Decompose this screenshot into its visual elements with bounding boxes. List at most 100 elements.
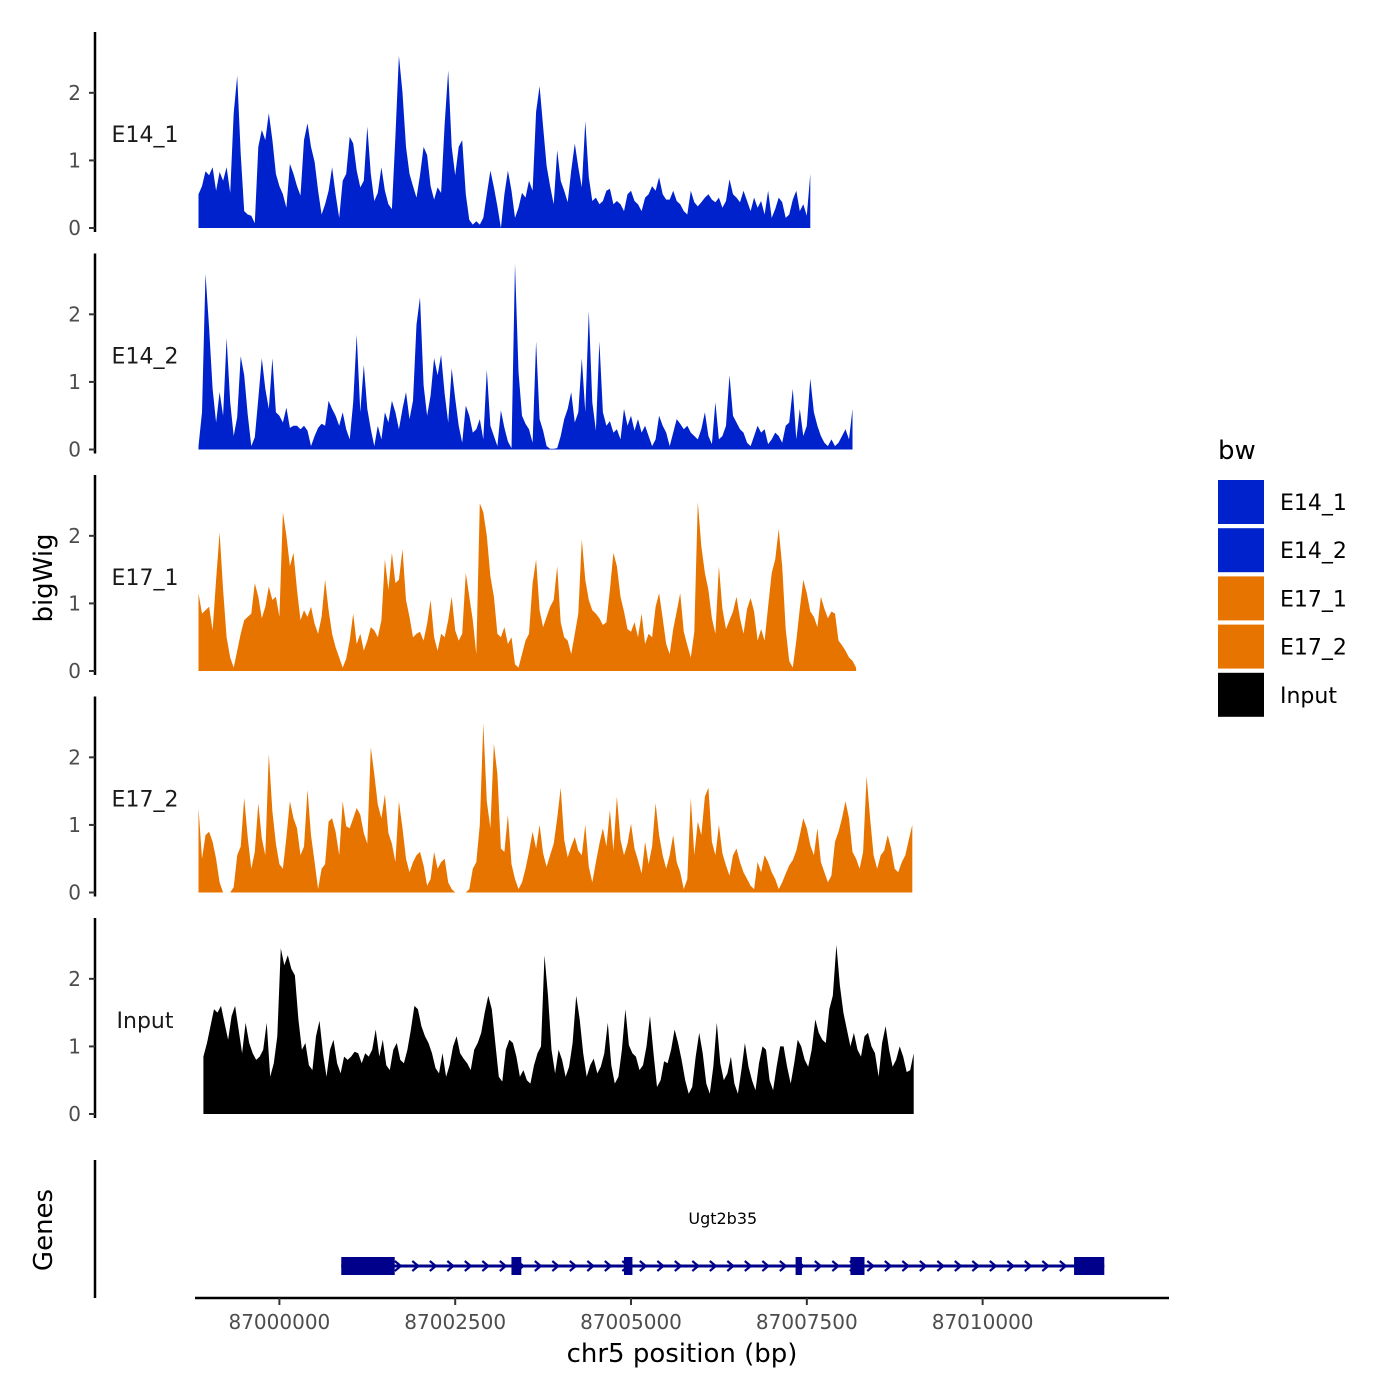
strand-arrow xyxy=(1041,1260,1051,1272)
legend: bw E14_1 E14_2 E17_1 E17_2 Input xyxy=(1218,436,1347,717)
x-tick-label: 87002500 xyxy=(404,1310,506,1334)
y-tick-label: 0 xyxy=(68,216,81,240)
legend-entry-e14-1: E14_1 xyxy=(1218,480,1347,524)
genes-panel: Ugt2b35 xyxy=(93,1160,1105,1298)
track-label-e17-1: E17_1 xyxy=(112,566,179,591)
y-tick-label: 0 xyxy=(68,659,81,683)
track-label-input: Input xyxy=(117,1009,174,1034)
strand-arrow xyxy=(971,1260,981,1272)
legend-label: E17_2 xyxy=(1280,636,1347,661)
strand-arrow xyxy=(936,1260,946,1272)
gene-exon xyxy=(850,1257,865,1275)
y-tick-label: 2 xyxy=(68,81,81,105)
track-label-e17-2: E17_2 xyxy=(112,788,179,813)
strand-arrow xyxy=(446,1260,456,1272)
legend-swatch xyxy=(1218,528,1264,573)
strand-arrow xyxy=(954,1260,963,1272)
x-tick-label: 87010000 xyxy=(932,1310,1034,1334)
legend-label: E14_1 xyxy=(1280,491,1347,516)
strand-arrow xyxy=(709,1260,718,1272)
legend-label: E17_1 xyxy=(1280,587,1347,612)
strand-arrow xyxy=(901,1260,911,1272)
y-tick-label: 2 xyxy=(68,302,81,326)
strand-arrow xyxy=(814,1260,823,1272)
strand-arrow xyxy=(884,1260,893,1272)
y-axis-title: bigWig xyxy=(29,533,59,622)
legend-swatch xyxy=(1218,672,1264,717)
legend-entry-input: Input xyxy=(1218,672,1337,717)
strand-arrow xyxy=(551,1260,561,1272)
strand-arrow xyxy=(429,1260,438,1272)
x-tick-label: 87000000 xyxy=(228,1310,330,1334)
gene-name-label: Ugt2b35 xyxy=(688,1209,757,1228)
gene-exon xyxy=(623,1257,633,1275)
gene-ugt2b35: Ugt2b35 xyxy=(341,1209,1105,1275)
y-tick-label: 0 xyxy=(68,1102,81,1126)
strand-arrow xyxy=(639,1260,648,1272)
strand-arrow xyxy=(481,1260,491,1272)
y-tick-label: 1 xyxy=(68,370,81,394)
track-input: 0 1 2 Input xyxy=(68,918,914,1126)
y-tick-label: 2 xyxy=(68,745,81,769)
track-e14-1: 0 1 2 E14_1 xyxy=(68,32,811,240)
strand-arrow xyxy=(919,1260,928,1272)
track-e14-2: 0 1 2 E14_2 xyxy=(68,253,853,462)
strand-arrow xyxy=(499,1260,508,1272)
strand-arrow xyxy=(569,1260,578,1272)
x-tick-label: 87007500 xyxy=(756,1310,858,1334)
strand-arrow xyxy=(656,1260,666,1272)
strand-arrow xyxy=(604,1260,613,1272)
y-tick-label: 0 xyxy=(68,881,81,905)
track-area-e14-1 xyxy=(198,55,811,229)
track-label-e14-1: E14_1 xyxy=(112,123,179,148)
strand-arrow xyxy=(989,1260,998,1272)
gene-exon xyxy=(341,1257,395,1275)
track-e17-2: 0 1 2 E17_2 xyxy=(68,696,913,905)
strand-arrow xyxy=(761,1260,771,1272)
track-e17-1: 0 1 2 E17_1 xyxy=(68,475,857,683)
strand-arrow xyxy=(1024,1260,1033,1272)
track-area-input xyxy=(203,945,914,1114)
y-tick-label: 1 xyxy=(68,1034,81,1058)
legend-swatch xyxy=(1218,480,1264,524)
y-tick-label: 1 xyxy=(68,813,81,837)
strand-arrow xyxy=(464,1260,473,1272)
strand-arrow xyxy=(691,1260,701,1272)
legend-entry-e17-1: E17_1 xyxy=(1218,576,1347,621)
strand-arrow xyxy=(779,1260,788,1272)
strand-arrow xyxy=(831,1260,841,1272)
gene-exon xyxy=(795,1257,802,1275)
y-tick-label: 2 xyxy=(68,967,81,991)
strand-arrow xyxy=(586,1260,596,1272)
track-area-e17-1 xyxy=(198,502,857,671)
gene-exon xyxy=(1074,1257,1105,1275)
strand-arrow xyxy=(534,1260,543,1272)
legend-swatch xyxy=(1218,624,1264,669)
track-area-e14-2 xyxy=(198,263,853,450)
legend-label: Input xyxy=(1280,684,1337,709)
strand-arrow xyxy=(1059,1260,1068,1272)
x-axis: 87000000 87002500 87005000 87007500 87010000 xyxy=(195,1296,1169,1334)
strand-arrow xyxy=(411,1260,421,1272)
legend-entry-e17-2: E17_2 xyxy=(1218,624,1347,669)
x-tick-label: 87005000 xyxy=(580,1310,682,1334)
gene-exon xyxy=(511,1257,522,1275)
track-area-e17-2 xyxy=(198,723,913,893)
legend-label: E14_2 xyxy=(1280,539,1347,564)
track-label-e14-2: E14_2 xyxy=(112,345,179,370)
strand-arrow xyxy=(726,1260,736,1272)
legend-title: bw xyxy=(1218,436,1256,466)
y-tick-label: 0 xyxy=(68,438,81,462)
legend-swatch xyxy=(1218,576,1264,621)
bigwig-tracks: 0 1 2 E14_1 0 1 2 E14_2 0 1 2 E17_1 0 1 2 E17_2 0 1 2 Input xyxy=(68,32,914,1126)
legend-entries: E14_1 E14_2 E17_1 E17_2 Input xyxy=(1218,480,1347,717)
y-tick-label: 2 xyxy=(68,524,81,548)
genes-axis-title: Genes xyxy=(29,1189,59,1271)
strand-arrow xyxy=(744,1260,753,1272)
y-tick-label: 1 xyxy=(68,591,81,615)
strand-arrow xyxy=(394,1260,403,1272)
strand-arrow xyxy=(866,1260,876,1272)
strand-arrow xyxy=(1006,1260,1016,1272)
y-tick-label: 1 xyxy=(68,148,81,172)
